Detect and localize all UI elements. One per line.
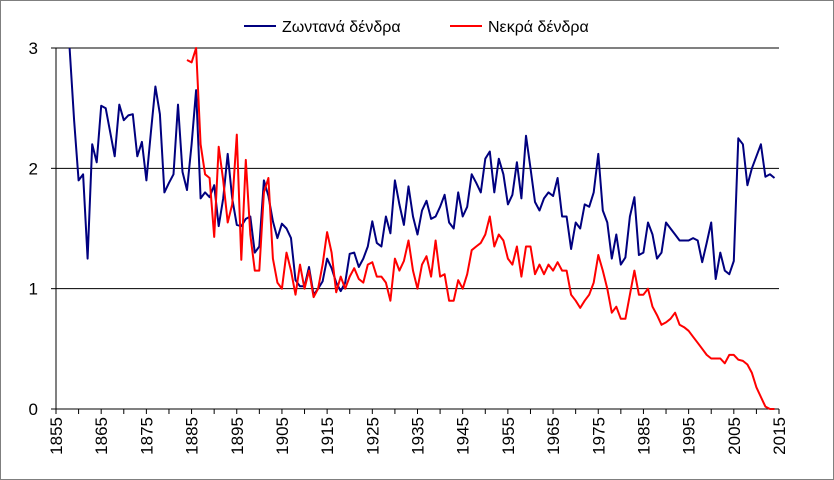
x-tick-label: 1915 (318, 417, 337, 455)
legend-label-2: Νεκρά δένδρα (488, 19, 589, 36)
x-tick-label: 1895 (228, 417, 247, 455)
x-tick-label: 1955 (499, 417, 518, 455)
series-lines (68, 47, 776, 410)
x-tick-label: 1985 (634, 417, 653, 455)
legend: Ζωντανά δένδρα Νεκρά δένδρα (244, 19, 589, 36)
x-tick-label: 1865 (92, 417, 111, 455)
y-tick-labels: 0 1 2 3 (29, 39, 38, 419)
x-tick-label: 2005 (725, 417, 744, 455)
x-tick-label: 2015 (770, 417, 789, 455)
gridlines (56, 47, 779, 290)
series-line-1 (68, 47, 776, 296)
x-tick-label: 1905 (273, 417, 292, 455)
x-tick-labels: 1855 1865 1875 1885 1895 1905 1915 1925 1935 1945… (47, 417, 789, 455)
x-tick-label: 1925 (363, 417, 382, 455)
x-tick-label: 1885 (183, 417, 202, 455)
x-tick-label: 1975 (589, 417, 608, 455)
x-tick-label: 1855 (47, 417, 66, 455)
x-tick-label: 1945 (454, 417, 473, 455)
x-tick-label: 1875 (137, 417, 156, 455)
series-line-2 (186, 47, 775, 410)
x-tick-label: 1965 (544, 417, 563, 455)
y-tick-label: 0 (29, 400, 38, 419)
y-tick-label: 1 (29, 280, 38, 299)
y-tick-label: 2 (29, 159, 38, 178)
x-tick-label: 1935 (409, 417, 428, 455)
legend-label-1: Ζωντανά δένδρα (282, 19, 401, 36)
axes (51, 47, 780, 414)
y-tick-label: 3 (29, 39, 38, 58)
x-tick-label: 1995 (680, 417, 699, 455)
